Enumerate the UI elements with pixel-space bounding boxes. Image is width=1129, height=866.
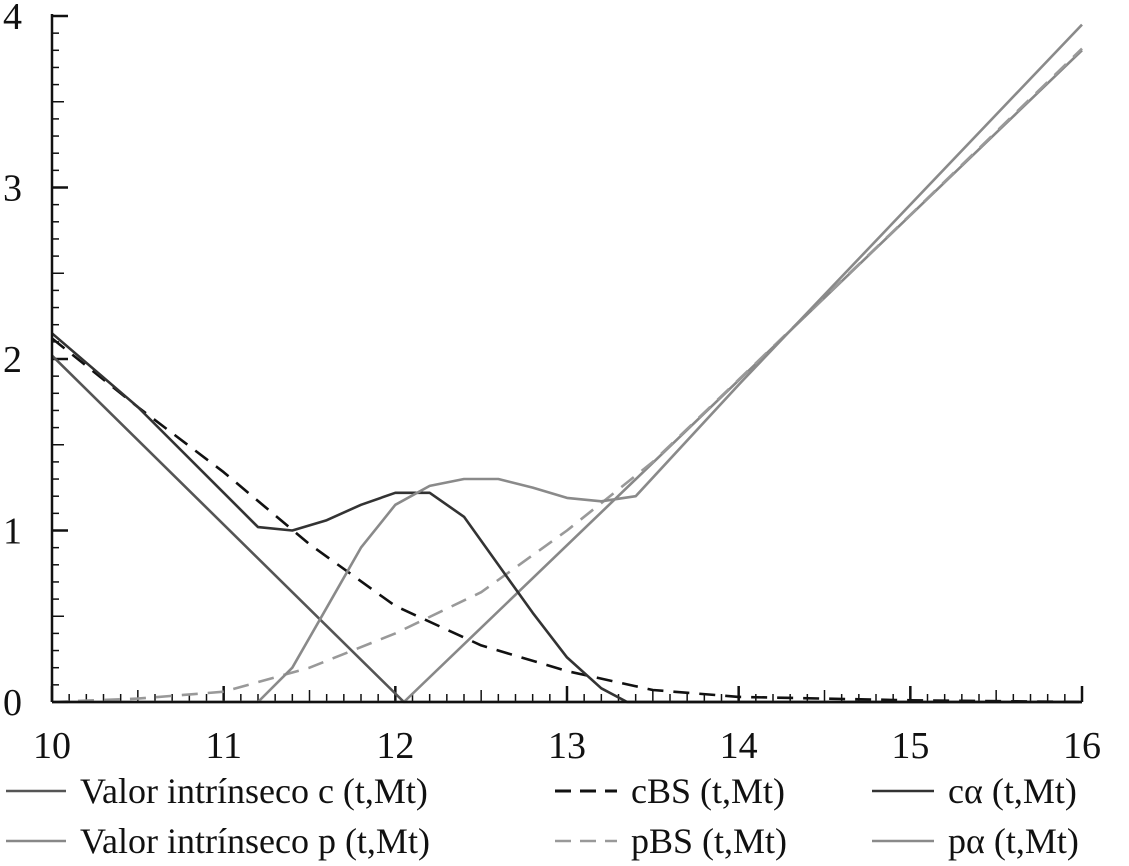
legend-swatch-solid-light — [872, 839, 934, 843]
series-line-3 — [51, 47, 1083, 704]
x-tick-label: 10 — [33, 725, 71, 760]
series-line-1 — [52, 49, 1083, 704]
y-tick-label: 2 — [3, 339, 22, 381]
legend-label: cα (t,Mt) — [948, 771, 1077, 811]
series-line-5 — [52, 23, 1083, 704]
x-tick-label: 14 — [720, 725, 758, 760]
y-tick-label: 0 — [3, 682, 22, 724]
y-tick-label: 3 — [3, 168, 22, 210]
series-line-4 — [51, 332, 1082, 704]
legend-label: Valor intrínseco p (t,Mt) — [80, 821, 430, 861]
y-tick-label: 1 — [3, 511, 22, 553]
legend-item-series-1: Valor intrínseco p (t,Mt) — [6, 816, 430, 866]
legend-swatch-solid-gray — [6, 839, 66, 843]
tick-marks — [50, 14, 1084, 704]
legend-swatch-dashed-dark — [555, 789, 617, 793]
legend-item-series-3: pBS (t,Mt) — [555, 816, 787, 866]
axes — [50, 14, 1082, 704]
legend-label: pBS (t,Mt) — [631, 821, 788, 861]
legend-item-series-4: cα (t,Mt) — [872, 766, 1077, 816]
x-tick-label: 12 — [376, 725, 414, 760]
legend: Valor intrínseco c (t,Mt) cBS (t,Mt) cα … — [0, 760, 1129, 866]
x-tick-label: 16 — [1063, 725, 1101, 760]
y-tick-label: 4 — [3, 0, 22, 38]
series-lines — [51, 23, 1083, 704]
x-tick-label: 13 — [548, 725, 586, 760]
legend-swatch-dashed-gray — [555, 839, 617, 843]
series-line-2 — [51, 337, 1083, 704]
legend-label: cBS (t,Mt) — [631, 771, 786, 811]
x-tick-label: 11 — [205, 725, 242, 760]
legend-label: Valor intrínseco c (t,Mt) — [80, 771, 428, 811]
x-tick-label: 15 — [891, 725, 929, 760]
series-line-0 — [51, 354, 1082, 704]
legend-item-series-2: cBS (t,Mt) — [555, 766, 785, 816]
legend-label: pα (t,Mt) — [948, 821, 1079, 861]
legend-item-series-0: Valor intrínseco c (t,Mt) — [6, 766, 428, 816]
legend-swatch-solid-dark — [6, 789, 66, 793]
legend-swatch-solid-black — [872, 789, 934, 793]
legend-item-series-5: pα (t,Mt) — [872, 816, 1079, 866]
